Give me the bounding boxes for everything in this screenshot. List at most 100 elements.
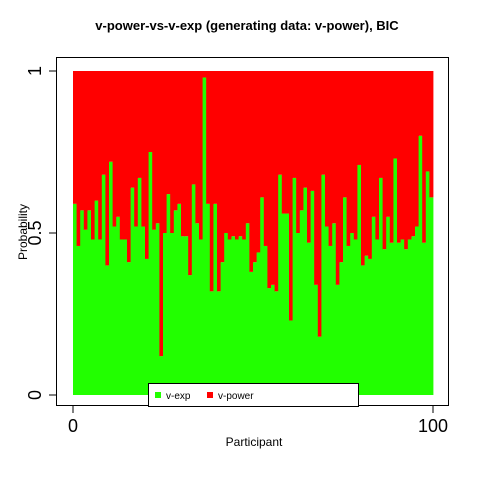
- bar-v-power-44: [227, 71, 232, 240]
- bar-v-power-71: [325, 71, 329, 227]
- bar-v-exp-57: [274, 291, 279, 395]
- bar-v-exp-34: [191, 184, 196, 395]
- bar-v-exp-30: [177, 203, 182, 395]
- bar-v-power-8: [98, 71, 103, 240]
- bar-v-power-100: [429, 71, 434, 198]
- bar-v-power-30: [177, 71, 182, 204]
- bar-v-exp-19: [137, 177, 142, 395]
- bar-v-power-72: [328, 71, 333, 246]
- bar-v-power-97: [418, 71, 423, 136]
- bar-v-exp-81: [361, 265, 365, 395]
- bar-v-exp-28: [170, 233, 175, 395]
- bar-v-exp-75: [339, 262, 344, 395]
- bar-v-power-95: [411, 71, 416, 237]
- bar-v-power-36: [199, 71, 203, 240]
- bar-v-exp-2: [76, 245, 81, 395]
- bar-v-exp-16: [127, 262, 131, 395]
- bar-v-power-69: [317, 71, 322, 337]
- bar-v-exp-23: [152, 229, 157, 395]
- bar-v-exp-77: [346, 245, 351, 395]
- y-tick-label-1: 1: [25, 66, 45, 76]
- bar-v-exp-5: [87, 210, 92, 395]
- bar-v-exp-72: [328, 245, 333, 395]
- legend: v-exp v-power: [148, 383, 359, 407]
- bar-v-power-29: [173, 71, 178, 211]
- bar-v-exp-13: [116, 216, 121, 395]
- bar-v-exp-61: [289, 320, 293, 395]
- bar-v-power-57: [274, 71, 279, 292]
- bar-v-power-51: [253, 71, 257, 263]
- bar-v-exp-87: [382, 249, 387, 395]
- bar-v-power-92: [400, 71, 405, 240]
- y-tick-label-0.5: 0.5: [25, 220, 45, 245]
- bar-v-power-43: [224, 71, 229, 233]
- bar-v-exp-44: [227, 239, 232, 395]
- bar-v-exp-17: [130, 187, 135, 395]
- bar-v-exp-56: [271, 284, 275, 395]
- bar-v-exp-50: [249, 271, 254, 395]
- bar-v-exp-55: [267, 288, 272, 395]
- bar-v-exp-74: [335, 284, 340, 395]
- bar-v-exp-91: [397, 242, 401, 395]
- bar-v-exp-10: [105, 265, 110, 395]
- bar-v-power-84: [371, 71, 376, 217]
- bar-v-power-28: [170, 71, 175, 233]
- bar-v-power-62: [292, 71, 297, 178]
- x-tick-label-0: 0: [68, 416, 78, 436]
- bar-v-exp-20: [141, 226, 146, 395]
- bar-v-power-7: [94, 71, 99, 201]
- bar-v-power-60: [285, 71, 290, 214]
- bars-layer: [73, 71, 434, 396]
- bar-v-exp-24: [155, 223, 160, 395]
- bar-v-exp-60: [285, 213, 290, 395]
- bar-v-power-80: [357, 71, 362, 165]
- bar-v-power-20: [141, 71, 146, 227]
- bar-v-exp-71: [325, 226, 329, 395]
- bar-v-power-74: [335, 71, 340, 285]
- bar-v-power-85: [375, 71, 380, 240]
- bar-v-exp-58: [278, 174, 283, 395]
- bar-v-exp-89: [389, 242, 394, 395]
- bar-v-power-53: [260, 71, 265, 198]
- bar-v-power-46: [235, 71, 239, 240]
- bar-v-exp-6: [91, 239, 95, 395]
- bar-v-power-56: [271, 71, 275, 285]
- bar-v-power-31: [181, 71, 185, 237]
- bar-v-exp-27: [166, 194, 171, 395]
- bar-v-exp-100: [429, 197, 434, 395]
- bar-v-power-82: [364, 71, 369, 256]
- chart-title: v-power-vs-v-exp (generating data: v-pow…: [95, 18, 399, 33]
- bar-v-exp-21: [145, 258, 149, 395]
- bar-v-power-90: [393, 71, 398, 159]
- bar-v-exp-83: [368, 258, 373, 395]
- bar-v-power-4: [83, 71, 88, 230]
- bar-v-power-35: [195, 71, 200, 224]
- bar-v-power-73: [332, 71, 337, 224]
- bar-v-exp-85: [375, 239, 380, 395]
- bar-v-exp-84: [371, 216, 376, 395]
- bar-v-power-9: [101, 71, 106, 175]
- bar-v-exp-43: [224, 233, 229, 395]
- bar-v-power-14: [119, 71, 124, 240]
- bar-v-power-1: [73, 71, 77, 204]
- bar-v-exp-48: [242, 239, 247, 395]
- bar-v-power-61: [289, 71, 293, 321]
- bar-v-power-24: [155, 71, 160, 224]
- bar-v-exp-29: [173, 210, 178, 395]
- bar-v-power-32: [184, 71, 189, 237]
- bar-v-power-75: [339, 71, 344, 263]
- bar-v-power-52: [256, 71, 261, 253]
- bar-v-power-23: [152, 71, 157, 230]
- bar-v-power-2: [76, 71, 81, 246]
- bar-v-exp-9: [101, 174, 106, 395]
- legend-box: [148, 383, 359, 407]
- bar-v-exp-62: [292, 177, 297, 395]
- bar-v-power-38: [206, 71, 211, 204]
- legend-swatch-v-power: [207, 392, 213, 398]
- legend-label-v-exp: v-exp: [166, 391, 191, 402]
- bar-v-exp-73: [332, 223, 337, 395]
- bar-v-exp-97: [418, 135, 423, 396]
- bar-v-exp-63: [296, 233, 301, 395]
- bar-v-exp-1: [73, 203, 77, 395]
